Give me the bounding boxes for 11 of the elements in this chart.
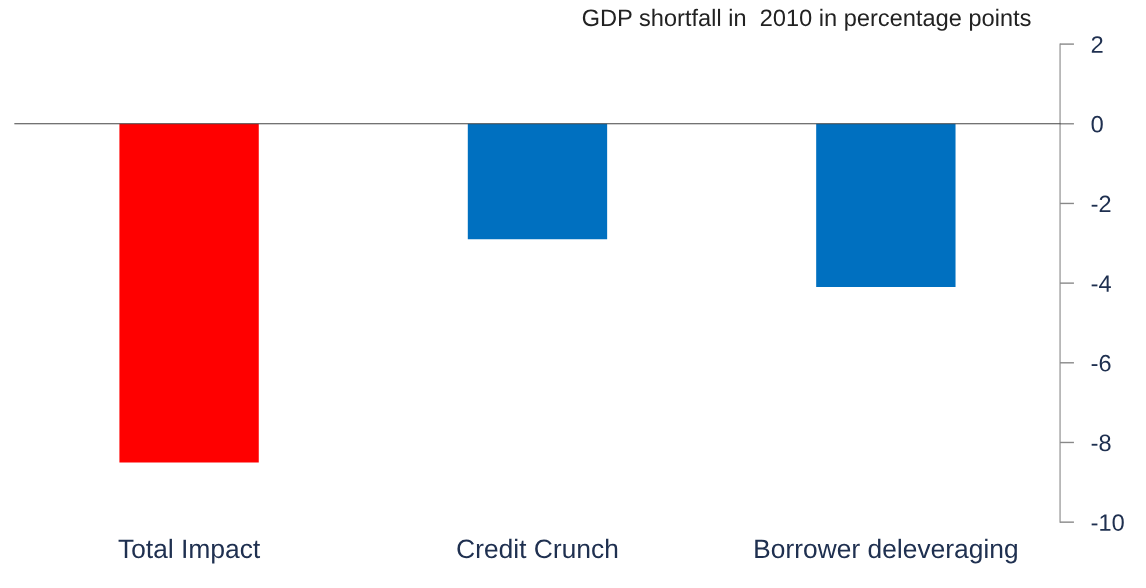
x-tick-label: Borrower deleveraging <box>755 538 1017 564</box>
y-tick-label: -10 <box>1091 514 1124 531</box>
y-tick-label: -8 <box>1091 434 1111 452</box>
x-tick-label: Total Impact <box>118 538 261 564</box>
y-tick-label: -6 <box>1091 354 1111 372</box>
y-tick-label: 0 <box>1091 115 1103 133</box>
y-tick-label: -2 <box>1091 195 1111 212</box>
x-tick-label: Credit Crunch <box>457 538 618 559</box>
y-tick-label: 2 <box>1091 36 1103 53</box>
y-tick-label: -4 <box>1091 275 1111 292</box>
y-axis-title: GDP shortfall in 2010 in percentage points <box>582 8 1031 31</box>
